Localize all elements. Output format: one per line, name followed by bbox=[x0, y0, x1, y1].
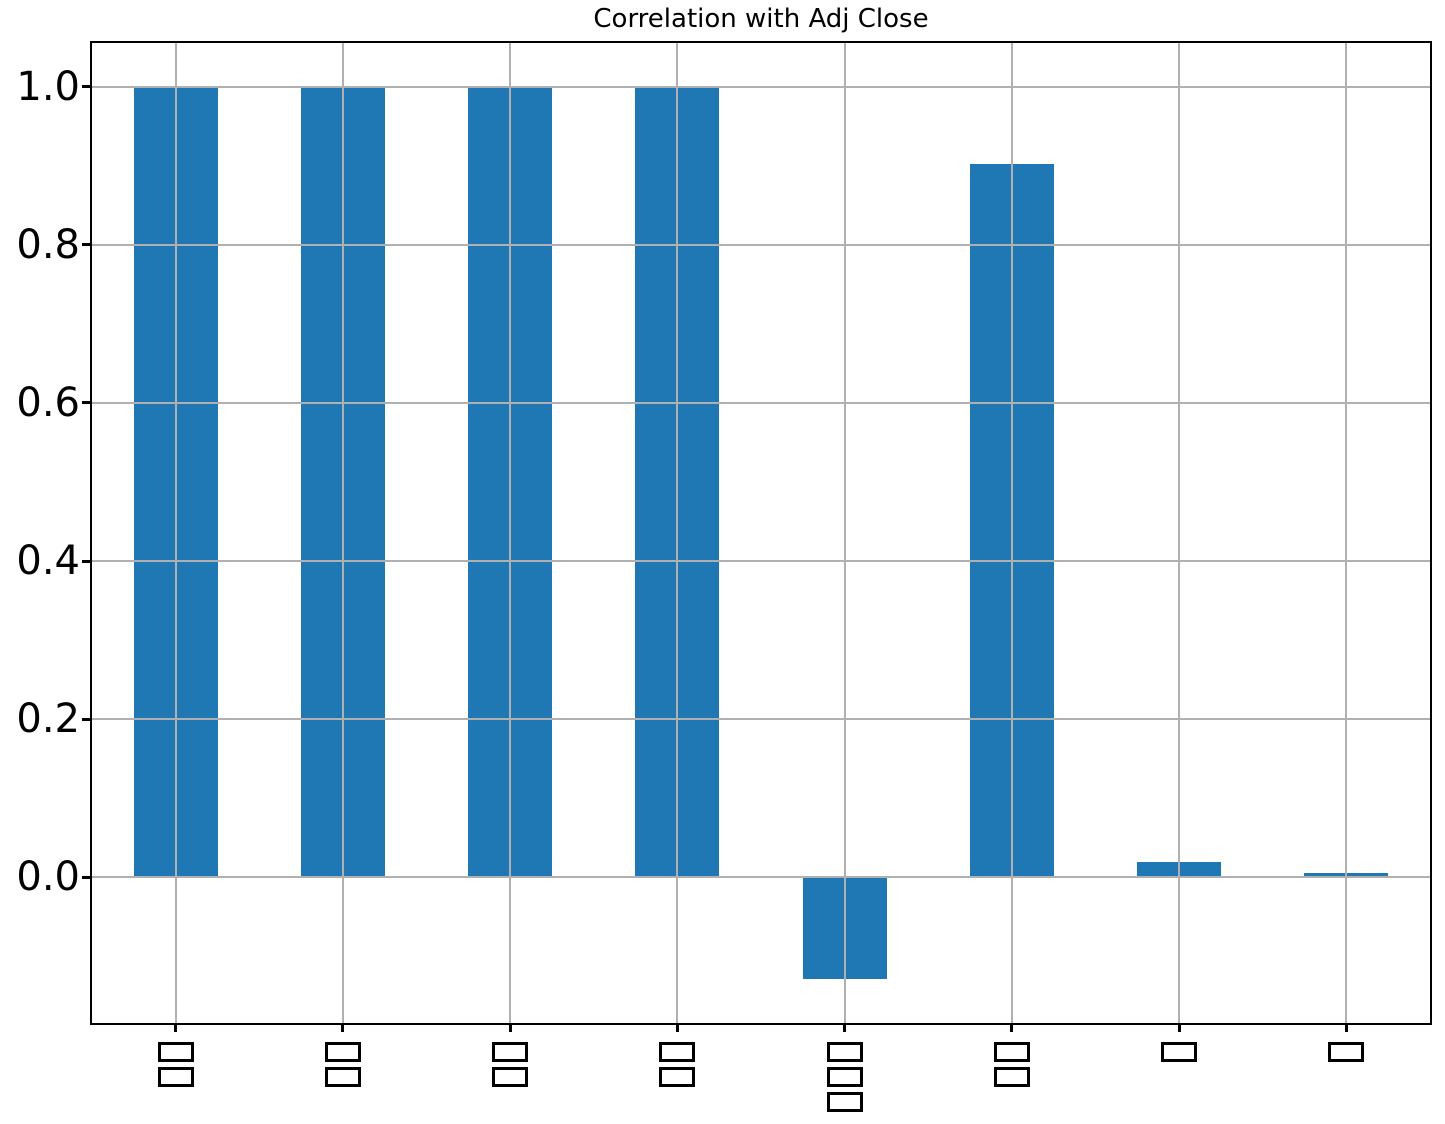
x-tick-mark bbox=[508, 1023, 512, 1032]
x-tick-mark bbox=[1177, 1023, 1181, 1032]
gridline-vertical bbox=[174, 43, 177, 1023]
missing-glyph-box bbox=[826, 1067, 863, 1087]
y-tick-mark bbox=[82, 401, 92, 405]
missing-glyph-box bbox=[659, 1067, 696, 1087]
chart-title: Correlation with Adj Close bbox=[593, 4, 929, 34]
missing-glyph-box bbox=[993, 1042, 1030, 1062]
gridline-vertical bbox=[341, 43, 344, 1023]
missing-glyph-box bbox=[324, 1067, 361, 1087]
x-tick-label bbox=[993, 1042, 1030, 1092]
x-tick-mark bbox=[174, 1023, 178, 1032]
y-tick-mark bbox=[82, 243, 92, 247]
x-tick-label bbox=[1161, 1042, 1198, 1067]
gridline-horizontal bbox=[92, 243, 1430, 246]
x-tick-label bbox=[157, 1042, 194, 1092]
gridline-vertical bbox=[843, 43, 846, 1023]
gridline-vertical bbox=[1345, 43, 1348, 1023]
missing-glyph-box bbox=[157, 1067, 194, 1087]
missing-glyph-box bbox=[492, 1042, 529, 1062]
missing-glyph-box bbox=[1161, 1042, 1198, 1062]
axes-frame bbox=[90, 41, 1432, 1025]
missing-glyph-box bbox=[993, 1067, 1030, 1087]
x-tick-mark bbox=[341, 1023, 345, 1032]
y-tick-label: 0.2 bbox=[16, 696, 80, 743]
gridline-vertical bbox=[1010, 43, 1013, 1023]
gridline-horizontal bbox=[92, 85, 1430, 88]
plot-area bbox=[90, 41, 1432, 1025]
x-tick-label bbox=[659, 1042, 696, 1092]
y-tick-label: 0.8 bbox=[16, 221, 80, 268]
missing-glyph-box bbox=[659, 1042, 696, 1062]
x-tick-mark bbox=[843, 1023, 847, 1032]
y-tick-mark bbox=[82, 85, 92, 88]
gridline-vertical bbox=[676, 43, 679, 1023]
missing-glyph-box bbox=[157, 1042, 194, 1062]
gridline-horizontal bbox=[92, 401, 1430, 404]
missing-glyph-box bbox=[826, 1092, 863, 1112]
x-tick-mark bbox=[1010, 1023, 1014, 1032]
y-tick-label: 0.6 bbox=[16, 379, 80, 426]
missing-glyph-box bbox=[1328, 1042, 1365, 1062]
gridline-vertical bbox=[509, 43, 512, 1023]
y-tick-mark bbox=[82, 717, 92, 721]
y-tick-label: 0.4 bbox=[16, 538, 80, 585]
missing-glyph-box bbox=[492, 1067, 529, 1087]
x-tick-mark bbox=[1344, 1023, 1348, 1032]
y-tick-label: 1.0 bbox=[16, 63, 80, 110]
x-tick-label bbox=[492, 1042, 529, 1092]
missing-glyph-box bbox=[324, 1042, 361, 1062]
x-tick-mark bbox=[675, 1023, 679, 1032]
x-tick-label bbox=[324, 1042, 361, 1092]
missing-glyph-box bbox=[826, 1042, 863, 1062]
y-tick-mark bbox=[82, 559, 92, 563]
x-tick-label bbox=[1328, 1042, 1365, 1067]
gridline-vertical bbox=[1178, 43, 1181, 1023]
x-tick-label bbox=[826, 1042, 863, 1117]
gridline-horizontal bbox=[92, 876, 1430, 879]
y-tick-mark bbox=[82, 875, 92, 879]
y-tick-label: 0.0 bbox=[16, 854, 80, 901]
gridline-horizontal bbox=[92, 560, 1430, 563]
gridline-horizontal bbox=[92, 718, 1430, 721]
